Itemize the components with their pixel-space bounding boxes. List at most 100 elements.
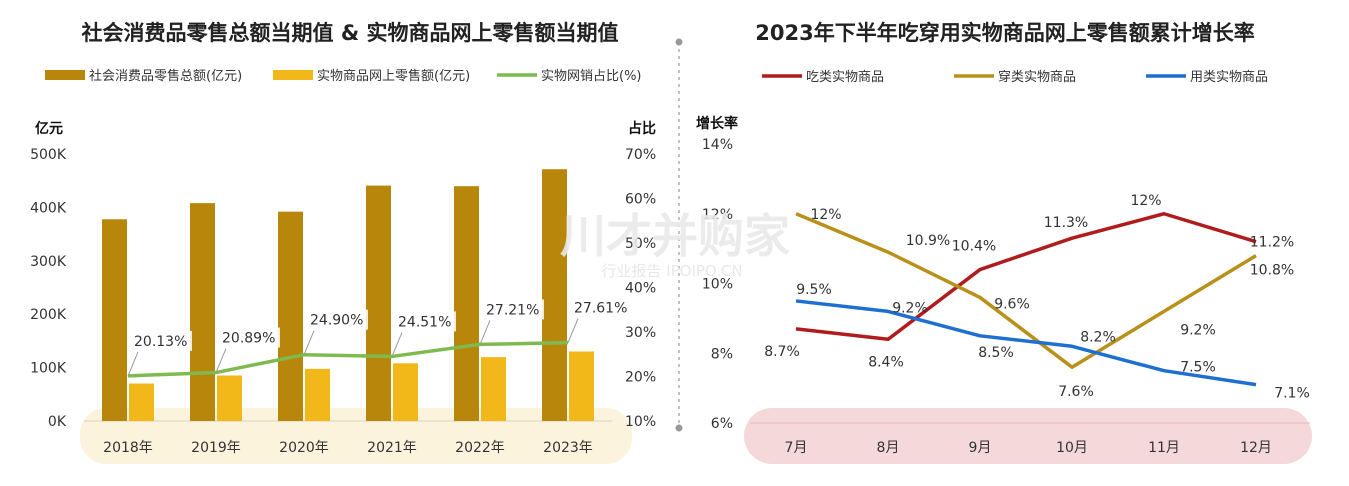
data-label-goods: 9.5%: [796, 282, 832, 298]
data-label-clothing: 12%: [810, 207, 841, 223]
left-chart-title: 社会消费品零售总额当期值 & 实物商品网上零售额当期值: [81, 21, 619, 45]
data-label-clothing: 9.2%: [1180, 322, 1216, 338]
watermark: 川才并购家 行业报告 IPOIPO.CN: [560, 209, 790, 280]
line-food: [795, 212, 1257, 342]
left-y-axis-unit: 亿元: [35, 120, 63, 137]
bar-retail-total: [278, 211, 303, 421]
share-label-bg: [396, 311, 456, 332]
share-label-leader: [391, 332, 403, 357]
right-x-tick: 10月: [1056, 440, 1088, 456]
legend-swatch-retail: [45, 70, 85, 80]
right-chart-title: 2023年下半年吃穿用实物商品网上零售额累计增长率: [755, 21, 1254, 45]
left-x-tick: 2018年: [103, 440, 153, 456]
right-axis-band: [744, 408, 1312, 464]
legend-label-online: 实物商品网上零售额(亿元): [317, 68, 470, 84]
share-data-label: 27.21%: [486, 302, 539, 318]
data-label-clothing: 10.9%: [906, 233, 950, 249]
right-plot-area: 6% 8% 10% 12% 14% 7月 8月 9月 10月 11月 12月 8.7% 8.4% 10.4…: [702, 137, 1310, 456]
legend-label-food: 吃类实物商品: [806, 69, 884, 85]
right-y-tick: 10%: [702, 277, 733, 293]
bar-online-retail: [129, 383, 154, 421]
left-y-tick: 500K: [30, 147, 67, 163]
bar-online-retail: [305, 368, 330, 421]
bar-online-retail: [569, 351, 594, 421]
left-y2-tick: 60%: [625, 192, 656, 208]
left-axis-band: [80, 408, 632, 464]
share-data-label: 20.13%: [134, 334, 187, 350]
bar-online-retail: [481, 357, 506, 421]
data-label-food: 10.4%: [952, 239, 996, 255]
left-x-tick: 2023年: [543, 440, 593, 456]
data-label-clothing: 10.8%: [1250, 263, 1294, 279]
left-y2-axis-unit: 占比: [628, 120, 656, 137]
bar-online-retail: [393, 363, 418, 421]
left-x-tick: 2019年: [191, 440, 241, 456]
right-x-tick: 8月: [877, 440, 900, 456]
legend-label-share: 实物网销占比(%): [541, 69, 642, 84]
right-x-tick: 9月: [969, 440, 992, 456]
legend-swatch-online: [273, 70, 313, 80]
left-y2-tick: 30%: [625, 325, 656, 341]
left-y2-tick: 40%: [625, 281, 656, 297]
left-y-tick: 300K: [30, 254, 67, 270]
share-label-leader: [479, 320, 491, 345]
left-plot-area: 0K 100K 200K 300K 400K 500K 10% 20% 30% 40% 50% 60%…: [30, 147, 656, 456]
right-x-tick: 12月: [1240, 440, 1272, 456]
data-label-goods: 9.2%: [892, 300, 928, 316]
data-label-food: 8.4%: [868, 354, 904, 370]
legend-label-retail: 社会消费品零售总额(亿元): [89, 68, 242, 84]
data-label-food: 8.7%: [764, 344, 800, 360]
share-label-leader: [567, 318, 579, 343]
right-y-axis-unit: 增长率: [696, 115, 738, 132]
right-legend: 吃类实物商品 穿类实物商品 用类实物商品: [762, 69, 1268, 85]
share-data-label: 24.51%: [398, 314, 451, 330]
share-label-bg: [220, 327, 280, 348]
data-label-food: 11.3%: [1044, 215, 1088, 231]
right-y-tick: 12%: [702, 207, 733, 223]
bar-retail-total: [190, 203, 215, 421]
bar-retail-total: [542, 169, 567, 421]
left-y-tick: 400K: [30, 200, 67, 216]
share-label-bg: [132, 330, 192, 351]
line-goods: [795, 299, 1257, 387]
data-label-goods: 7.1%: [1274, 386, 1310, 402]
divider-top-dot: [675, 38, 683, 46]
data-label-food: 12%: [1130, 193, 1161, 209]
watermark-sub: 行业报告 IPOIPO.CN: [601, 262, 742, 280]
left-y2-tick: 70%: [625, 147, 656, 163]
left-x-tick: 2021年: [367, 440, 417, 456]
divider-bottom-dot: [675, 424, 683, 432]
bar-retail-total: [454, 186, 479, 421]
right-x-tick: 11月: [1148, 440, 1180, 456]
right-y-tick: 6%: [711, 416, 733, 432]
share-label-leader: [127, 351, 139, 377]
left-x-tick: 2020年: [279, 440, 329, 456]
legend-label-goods: 用类实物商品: [1190, 70, 1268, 85]
share-label-bg: [308, 309, 368, 330]
share-label-leader: [215, 348, 227, 373]
bar-online-retail: [217, 375, 242, 421]
right-y-tick: 14%: [702, 137, 733, 153]
line-online-share: [127, 340, 569, 378]
left-y-tick: 0K: [48, 414, 67, 430]
right-y-tick: 8%: [711, 346, 733, 362]
left-legend: 社会消费品零售总额(亿元) 实物商品网上零售额(亿元) 实物网销占比(%): [45, 68, 642, 84]
share-data-label: 27.61%: [574, 301, 627, 317]
left-y-tick: 200K: [30, 307, 67, 323]
share-label-leader: [303, 330, 315, 355]
right-x-tick: 7月: [785, 440, 808, 456]
legend-label-clothing: 穿类实物商品: [998, 69, 1076, 85]
share-data-label: 20.89%: [222, 331, 275, 347]
share-data-label: 24.90%: [310, 313, 363, 329]
left-y2-tick: 20%: [625, 370, 656, 386]
bar-retail-total: [102, 219, 127, 421]
data-label-food: 11.2%: [1250, 235, 1294, 251]
left-y2-tick: 10%: [625, 414, 656, 430]
bar-retail-total: [366, 185, 391, 421]
watermark-main: 川才并购家: [560, 209, 790, 263]
data-label-goods: 8.5%: [978, 345, 1014, 361]
share-label-bg: [572, 297, 632, 318]
left-y2-tick: 50%: [625, 236, 656, 252]
data-label-clothing: 7.6%: [1058, 384, 1094, 400]
